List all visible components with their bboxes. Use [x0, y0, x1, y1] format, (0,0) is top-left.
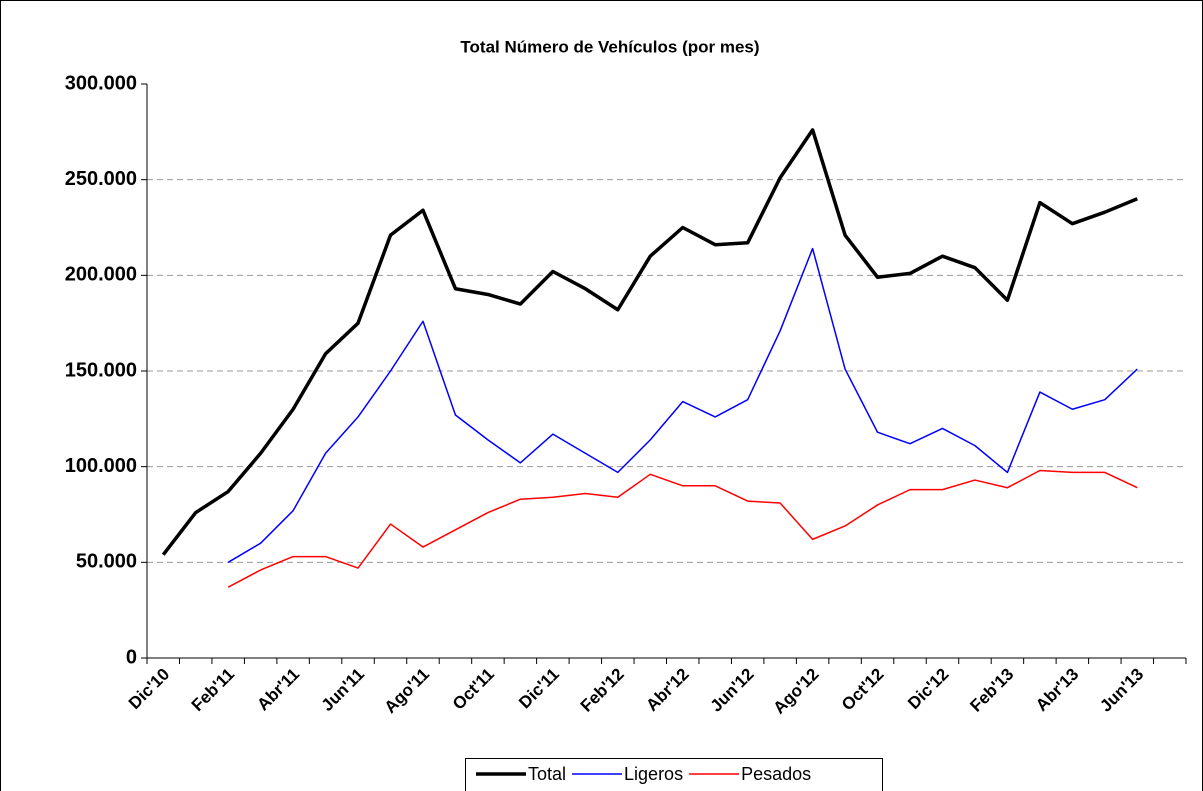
y-tick-label: 150.000 [65, 359, 137, 381]
series-line [227, 247, 1138, 563]
legend: Total Ligeros Pesados [465, 758, 883, 791]
y-tick-label: 0 [126, 646, 137, 668]
legend-box [465, 758, 883, 791]
chart-title: Total Número de Vehículos (por mes) [460, 37, 759, 56]
series-line [227, 469, 1138, 588]
y-tick-label: 100.000 [65, 455, 137, 477]
y-tick-label: 300.000 [65, 72, 137, 94]
series-line [161, 128, 1138, 556]
y-tick-label: 50.000 [76, 551, 137, 573]
y-tick-label: 200.000 [65, 264, 137, 286]
legend-label: Pesados [741, 764, 811, 784]
legend-label: Ligeros [624, 764, 683, 784]
y-tick-label: 250.000 [65, 168, 137, 190]
legend-label: Total [528, 764, 566, 784]
